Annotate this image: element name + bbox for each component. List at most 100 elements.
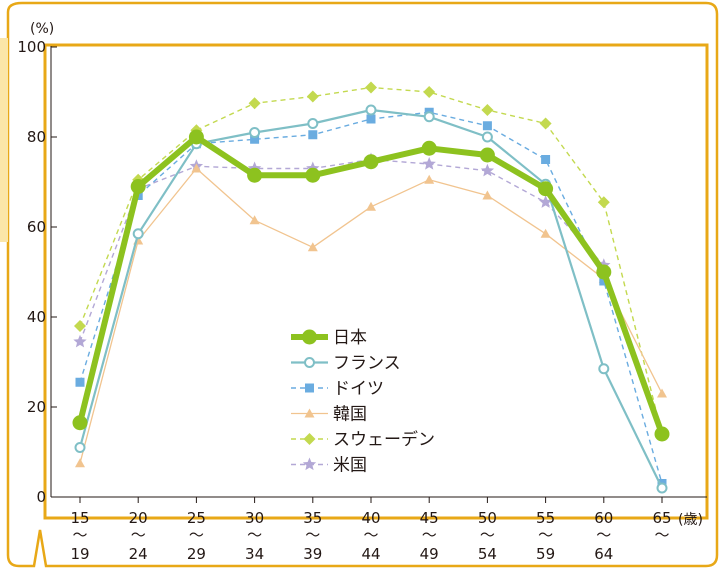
legend-marker: [304, 357, 315, 368]
x-tick-label-bottom: 34: [245, 545, 264, 563]
data-point: [73, 334, 87, 348]
x-tick-label-bottom: 44: [361, 545, 380, 563]
data-point: [306, 90, 319, 103]
data-point: [423, 86, 436, 98]
data-point: [596, 264, 612, 280]
x-tick-label-sep: 〜: [596, 526, 611, 544]
axes: (%) (歳): [30, 21, 707, 528]
x-tick-label-bottom: 24: [129, 545, 148, 563]
data-point: [540, 228, 551, 238]
legend-label: 韓国: [333, 405, 367, 425]
x-tick-label-bottom: 19: [70, 545, 89, 563]
data-point: [482, 190, 493, 200]
x-tick-label-sep: 〜: [538, 526, 553, 544]
x-tick-label-sep: 〜: [654, 526, 669, 544]
data-point: [307, 118, 319, 129]
data-point: [538, 195, 553, 208]
data-point: [363, 154, 379, 170]
x-tick-label-top: 25: [187, 509, 206, 527]
legend-marker: [303, 433, 316, 445]
data-point: [597, 196, 610, 209]
data-point: [422, 157, 436, 170]
series-0: [72, 129, 670, 442]
data-point: [74, 320, 86, 332]
data-point: [188, 129, 204, 145]
data-point: [75, 377, 85, 387]
x-tick-label-sep: 〜: [189, 526, 204, 544]
x-tick-label-top: 30: [245, 509, 264, 527]
x-tick-label-top: 20: [129, 509, 148, 527]
data-point: [423, 111, 435, 123]
legend-item: フランス: [291, 354, 401, 374]
y-tick-label: 80: [27, 128, 46, 146]
data-point: [654, 426, 670, 442]
x-tick-label-top: 60: [594, 509, 613, 527]
legend-marker: [304, 408, 315, 418]
x-unit-label: (歳): [678, 512, 703, 528]
legend-marker: [302, 457, 317, 471]
data-point: [657, 388, 667, 398]
x-tick-label-top: 40: [361, 509, 380, 527]
x-tick-label-bottom: 49: [420, 545, 439, 563]
legend-label: フランス: [333, 354, 401, 374]
y-unit-label: (%): [30, 21, 54, 37]
data-point: [481, 131, 493, 143]
data-point: [541, 155, 551, 164]
data-point: [307, 242, 318, 252]
legend-marker: [305, 383, 314, 393]
data-point: [74, 442, 86, 453]
x-tick-label-sep: 〜: [480, 526, 495, 544]
legend-item: スウェーデン: [291, 429, 435, 450]
x-tick-label-top: 65: [652, 509, 671, 527]
y-ticks: 0 20 40 60 80 100: [17, 38, 57, 506]
x-tick-label-top: 15: [70, 509, 89, 527]
data-point: [366, 201, 376, 211]
data-point: [365, 104, 377, 116]
y-tick-label: 40: [27, 308, 46, 326]
x-tick-label-bottom: 59: [536, 545, 555, 563]
legend-item: 日本: [291, 328, 367, 348]
x-tick-label-bottom: 54: [478, 545, 497, 563]
y-tick-label: 20: [27, 398, 46, 416]
legend-label: スウェーデン: [333, 429, 435, 450]
data-point: [365, 81, 377, 94]
x-tick-label-sep: 〜: [72, 526, 87, 544]
data-point: [130, 179, 146, 194]
data-point: [424, 174, 435, 184]
data-point: [75, 458, 85, 468]
data-point: [308, 130, 318, 140]
data-point: [656, 482, 668, 494]
legend-item: ドイツ: [291, 379, 384, 399]
x-tick-label-top: 35: [303, 509, 322, 527]
data-point: [598, 363, 610, 375]
data-point: [479, 147, 495, 163]
data-point: [191, 163, 202, 173]
frame-side-tab: [0, 38, 8, 242]
data-point: [599, 276, 609, 286]
x-ticks: 15〜1920〜2425〜2930〜3435〜3940〜4445〜4950〜54…: [70, 497, 672, 563]
legend-label: ドイツ: [333, 379, 384, 399]
x-tick-label-top: 45: [420, 509, 439, 527]
x-tick-label-sep: 〜: [131, 526, 146, 544]
data-point: [480, 163, 495, 177]
data-point: [421, 140, 437, 156]
x-tick-label-top: 55: [536, 509, 555, 527]
legend-item: 米国: [291, 456, 367, 476]
series-line: [79, 167, 663, 464]
data-point: [538, 181, 554, 197]
y-tick-label: 100: [17, 38, 46, 56]
data-point: [247, 167, 263, 183]
x-tick-label-bottom: 29: [187, 545, 206, 563]
legend-marker: [302, 329, 317, 345]
data-point: [250, 134, 260, 144]
data-point: [482, 121, 492, 131]
legend-label: 米国: [333, 456, 367, 476]
plot-border: [43, 43, 709, 520]
data-point: [72, 415, 88, 431]
y-tick-label: 0: [36, 488, 46, 506]
x-tick-label-sep: 〜: [305, 526, 320, 544]
x-tick-label-bottom: 64: [594, 545, 613, 563]
x-tick-label-bottom: 39: [303, 545, 322, 563]
